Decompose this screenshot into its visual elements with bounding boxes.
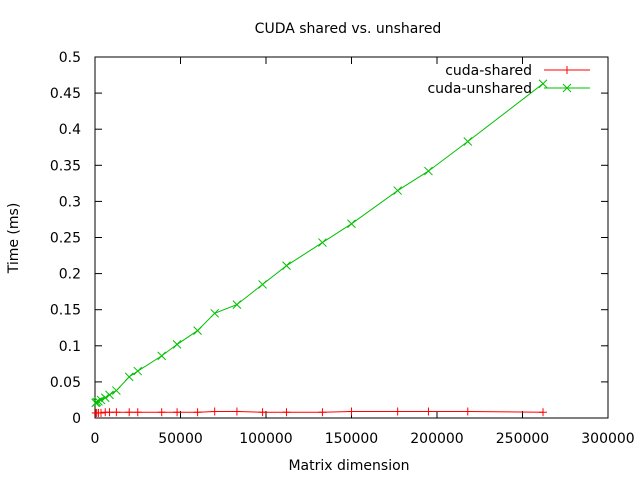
data-point — [210, 308, 220, 318]
legend: cuda-shared cuda-unshared — [427, 63, 590, 97]
series-layer — [91, 79, 548, 417]
y-tick-label: 0.05 — [50, 375, 81, 391]
legend-marker — [562, 83, 572, 93]
data-point — [463, 407, 472, 416]
y-tick-label: 0.45 — [50, 86, 81, 102]
y-tick-label: 0.25 — [50, 231, 81, 247]
y-tick-label: 0.1 — [59, 339, 81, 355]
data-point — [100, 393, 110, 403]
plot-frame — [94, 56, 609, 419]
y-tick-label: 0.5 — [59, 50, 81, 66]
y-tick-label: 0.35 — [50, 158, 81, 174]
y-axis-label: Time (ms) — [6, 203, 22, 275]
x-tick-label: 250000 — [496, 431, 549, 447]
data-point — [318, 408, 327, 417]
data-point — [96, 395, 106, 405]
data-point — [424, 407, 433, 416]
data-point — [463, 137, 473, 146]
data-point — [92, 397, 102, 407]
data-point — [124, 372, 134, 382]
data-point — [210, 407, 219, 416]
data-point — [347, 407, 356, 416]
x-axis-label: Matrix dimension — [288, 458, 409, 474]
data-point — [94, 397, 103, 406]
legend-marker — [563, 66, 571, 74]
data-point — [172, 340, 182, 349]
x-tick-label: 150000 — [325, 431, 378, 447]
data-point — [318, 238, 327, 247]
data-point — [173, 408, 182, 417]
data-point — [539, 408, 548, 417]
data-point — [282, 408, 291, 417]
y-tick-label: 0.2 — [59, 267, 81, 283]
x-tick-label: 0 — [91, 431, 100, 447]
data-point — [347, 219, 356, 229]
y-tick-label: 0 — [72, 411, 81, 427]
x-tick-label: 50000 — [158, 431, 203, 447]
data-point — [133, 408, 142, 417]
data-point — [193, 408, 202, 417]
legend-label: cuda-shared — [445, 63, 532, 79]
data-point — [258, 280, 267, 289]
data-point — [232, 300, 242, 309]
data-point — [193, 326, 202, 335]
y-tick-label: 0.4 — [59, 122, 81, 138]
data-point — [282, 261, 291, 271]
data-point — [105, 408, 114, 417]
y-tick-label: 0.3 — [59, 194, 81, 210]
data-point — [157, 351, 167, 361]
data-point — [157, 408, 166, 417]
data-point — [232, 407, 241, 416]
data-point — [96, 408, 105, 417]
series-cuda-shared — [91, 407, 548, 417]
data-point — [105, 390, 114, 400]
legend-label: cuda-unshared — [427, 81, 532, 97]
data-point — [258, 408, 267, 417]
y-tick-label: 0.15 — [50, 303, 81, 319]
data-point — [112, 408, 121, 417]
x-tick-label: 100000 — [239, 431, 292, 447]
data-point — [424, 166, 433, 176]
series-line — [95, 83, 544, 404]
x-tick-label: 300000 — [581, 431, 634, 447]
axis-ticks: 0 0.05 0.1 0.15 0.2 0.25 0.3 0.35 0.4 0.45 0.5 0 500… — [50, 50, 635, 447]
data-point — [393, 407, 402, 416]
data-point — [393, 186, 403, 195]
data-point — [125, 408, 134, 417]
data-point — [133, 366, 143, 376]
x-tick-label: 200000 — [410, 431, 463, 447]
series-cuda-unshared — [91, 79, 548, 408]
data-point — [538, 79, 548, 89]
data-point — [112, 386, 121, 395]
chart-title: CUDA shared vs. unshared — [255, 21, 442, 37]
